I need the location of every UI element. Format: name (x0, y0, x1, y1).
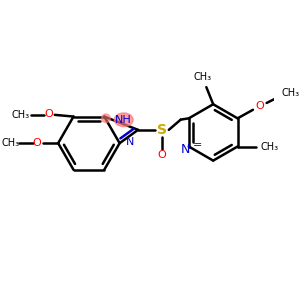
Text: CH₃: CH₃ (1, 138, 20, 148)
Text: CH₃: CH₃ (194, 72, 212, 82)
Text: N: N (126, 136, 135, 147)
Text: O: O (158, 150, 166, 160)
Text: O: O (255, 101, 264, 111)
Ellipse shape (102, 114, 110, 122)
Text: CH₃: CH₃ (261, 142, 279, 152)
Text: N: N (181, 143, 190, 156)
Text: CH₃: CH₃ (281, 88, 300, 98)
Text: =: = (193, 140, 202, 150)
Text: CH₃: CH₃ (11, 110, 30, 120)
Text: S: S (157, 123, 167, 137)
Text: NH: NH (115, 115, 131, 125)
Text: O: O (44, 109, 53, 119)
Text: O: O (32, 138, 41, 148)
Ellipse shape (114, 113, 133, 127)
